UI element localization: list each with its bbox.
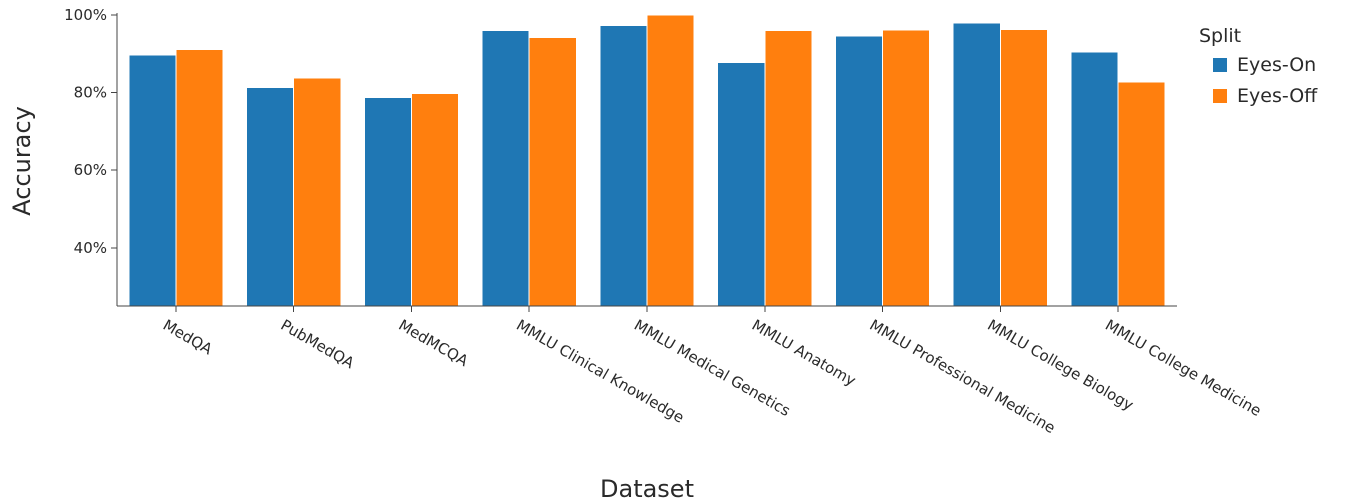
y-axis-title: Accuracy [8, 106, 36, 216]
legend-label-eyes-on: Eyes-On [1237, 54, 1316, 76]
x-axis-title: Dataset [600, 475, 694, 503]
legend-item-eyes-on[interactable]: Eyes-On [1213, 54, 1316, 76]
bars-layer [128, 14, 1166, 307]
bar-eyes-off-mmlu-professional-medicine[interactable] [882, 29, 931, 307]
y-tick-label: 80% [74, 84, 107, 102]
bar-eyes-on-medqa[interactable] [128, 54, 177, 307]
legend-label-eyes-off: Eyes-Off [1237, 85, 1318, 107]
bar-eyes-on-mmlu-medical-genetics[interactable] [599, 24, 648, 307]
x-ticks: MedQA PubMedQA MedMCQA MMLU Clinical Knowle… [160, 306, 1264, 437]
bar-eyes-off-mmlu-clinical-knowledge[interactable] [528, 37, 577, 307]
bar-eyes-on-mmlu-clinical-knowledge[interactable] [481, 30, 530, 307]
bar-eyes-off-mmlu-college-medicine[interactable] [1117, 81, 1166, 307]
legend-title: Split [1199, 25, 1241, 47]
x-tick-label: MMLU Anatomy [749, 316, 859, 390]
legend[interactable]: Split Eyes-On Eyes-Off [1199, 25, 1318, 107]
bar-eyes-on-mmlu-college-biology[interactable] [952, 22, 1001, 307]
bar-eyes-off-mmlu-medical-genetics[interactable] [646, 14, 695, 307]
bar-eyes-on-mmlu-college-medicine[interactable] [1070, 51, 1119, 307]
legend-item-eyes-off[interactable]: Eyes-Off [1213, 85, 1318, 107]
x-tick-label: MMLU Professional Medicine [867, 316, 1059, 437]
bar-eyes-off-medmcqa[interactable] [410, 92, 460, 307]
y-tick-label: 40% [74, 239, 107, 257]
y-tick-label: 60% [74, 161, 107, 179]
bar-eyes-on-mmlu-professional-medicine[interactable] [834, 35, 884, 307]
bar-eyes-off-pubmedqa[interactable] [293, 77, 342, 307]
y-tick-label: 100% [64, 6, 107, 24]
x-tick-label: MedQA [160, 316, 216, 359]
bar-eyes-on-pubmedqa[interactable] [246, 87, 295, 307]
bar-eyes-off-mmlu-college-biology[interactable] [999, 28, 1048, 307]
legend-swatch-eyes-on [1213, 58, 1227, 72]
bar-eyes-off-mmlu-anatomy[interactable] [764, 30, 813, 307]
bar-eyes-on-medmcqa[interactable] [363, 96, 412, 307]
x-tick-label: PubMedQA [278, 316, 358, 373]
bar-eyes-off-medqa[interactable] [175, 49, 224, 307]
y-ticks: 40% 60% 80% 100% [64, 6, 117, 257]
bar-eyes-on-mmlu-anatomy[interactable] [717, 61, 766, 307]
x-tick-label: MedMCQA [395, 316, 471, 371]
legend-swatch-eyes-off [1213, 89, 1227, 103]
